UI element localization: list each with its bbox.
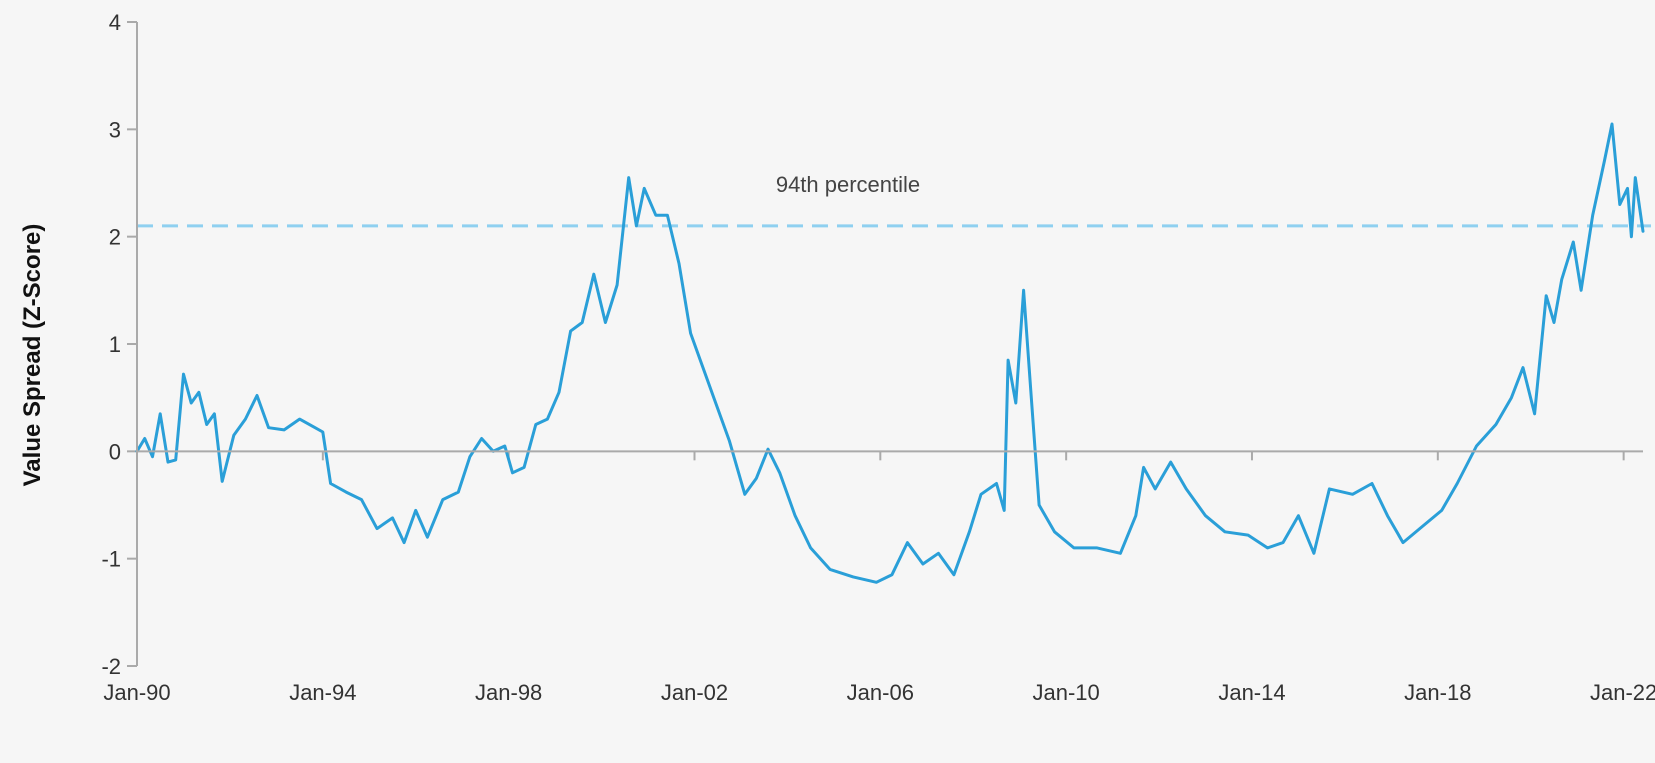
y-axis-title: Value Spread (Z-Score) (19, 224, 46, 487)
x-axis-ticks: Jan-90 Jan-94 Jan-98 Jan-02 Jan-06 Jan-10 Jan-… (103, 451, 1655, 705)
x-tick-label: Jan-14 (1218, 680, 1285, 705)
x-tick-label: Jan-18 (1404, 680, 1471, 705)
y-axis-ticks: 4 3 2 1 0 -1 -2 (101, 10, 137, 679)
x-tick-label: Jan-98 (475, 680, 542, 705)
x-tick-label: Jan-06 (847, 680, 914, 705)
x-tick-label: Jan-22 (1590, 680, 1655, 705)
y-tick-label: 0 (109, 439, 121, 464)
y-tick-label: 3 (109, 117, 121, 142)
y-tick-label: -2 (101, 654, 121, 679)
x-tick-label: Jan-90 (103, 680, 170, 705)
y-tick-label: -1 (101, 547, 121, 572)
reference-line-label: 94th percentile (776, 172, 920, 197)
x-tick-label: Jan-94 (289, 680, 356, 705)
y-tick-label: 4 (109, 10, 121, 35)
reference-line-group: 94th percentile (137, 172, 1651, 228)
y-tick-label: 2 (109, 225, 121, 250)
x-tick-label: Jan-10 (1033, 680, 1100, 705)
series-group (135, 122, 1645, 584)
x-tick-label: Jan-02 (661, 680, 728, 705)
series-line-0 (135, 122, 1645, 584)
y-tick-label: 1 (109, 332, 121, 357)
